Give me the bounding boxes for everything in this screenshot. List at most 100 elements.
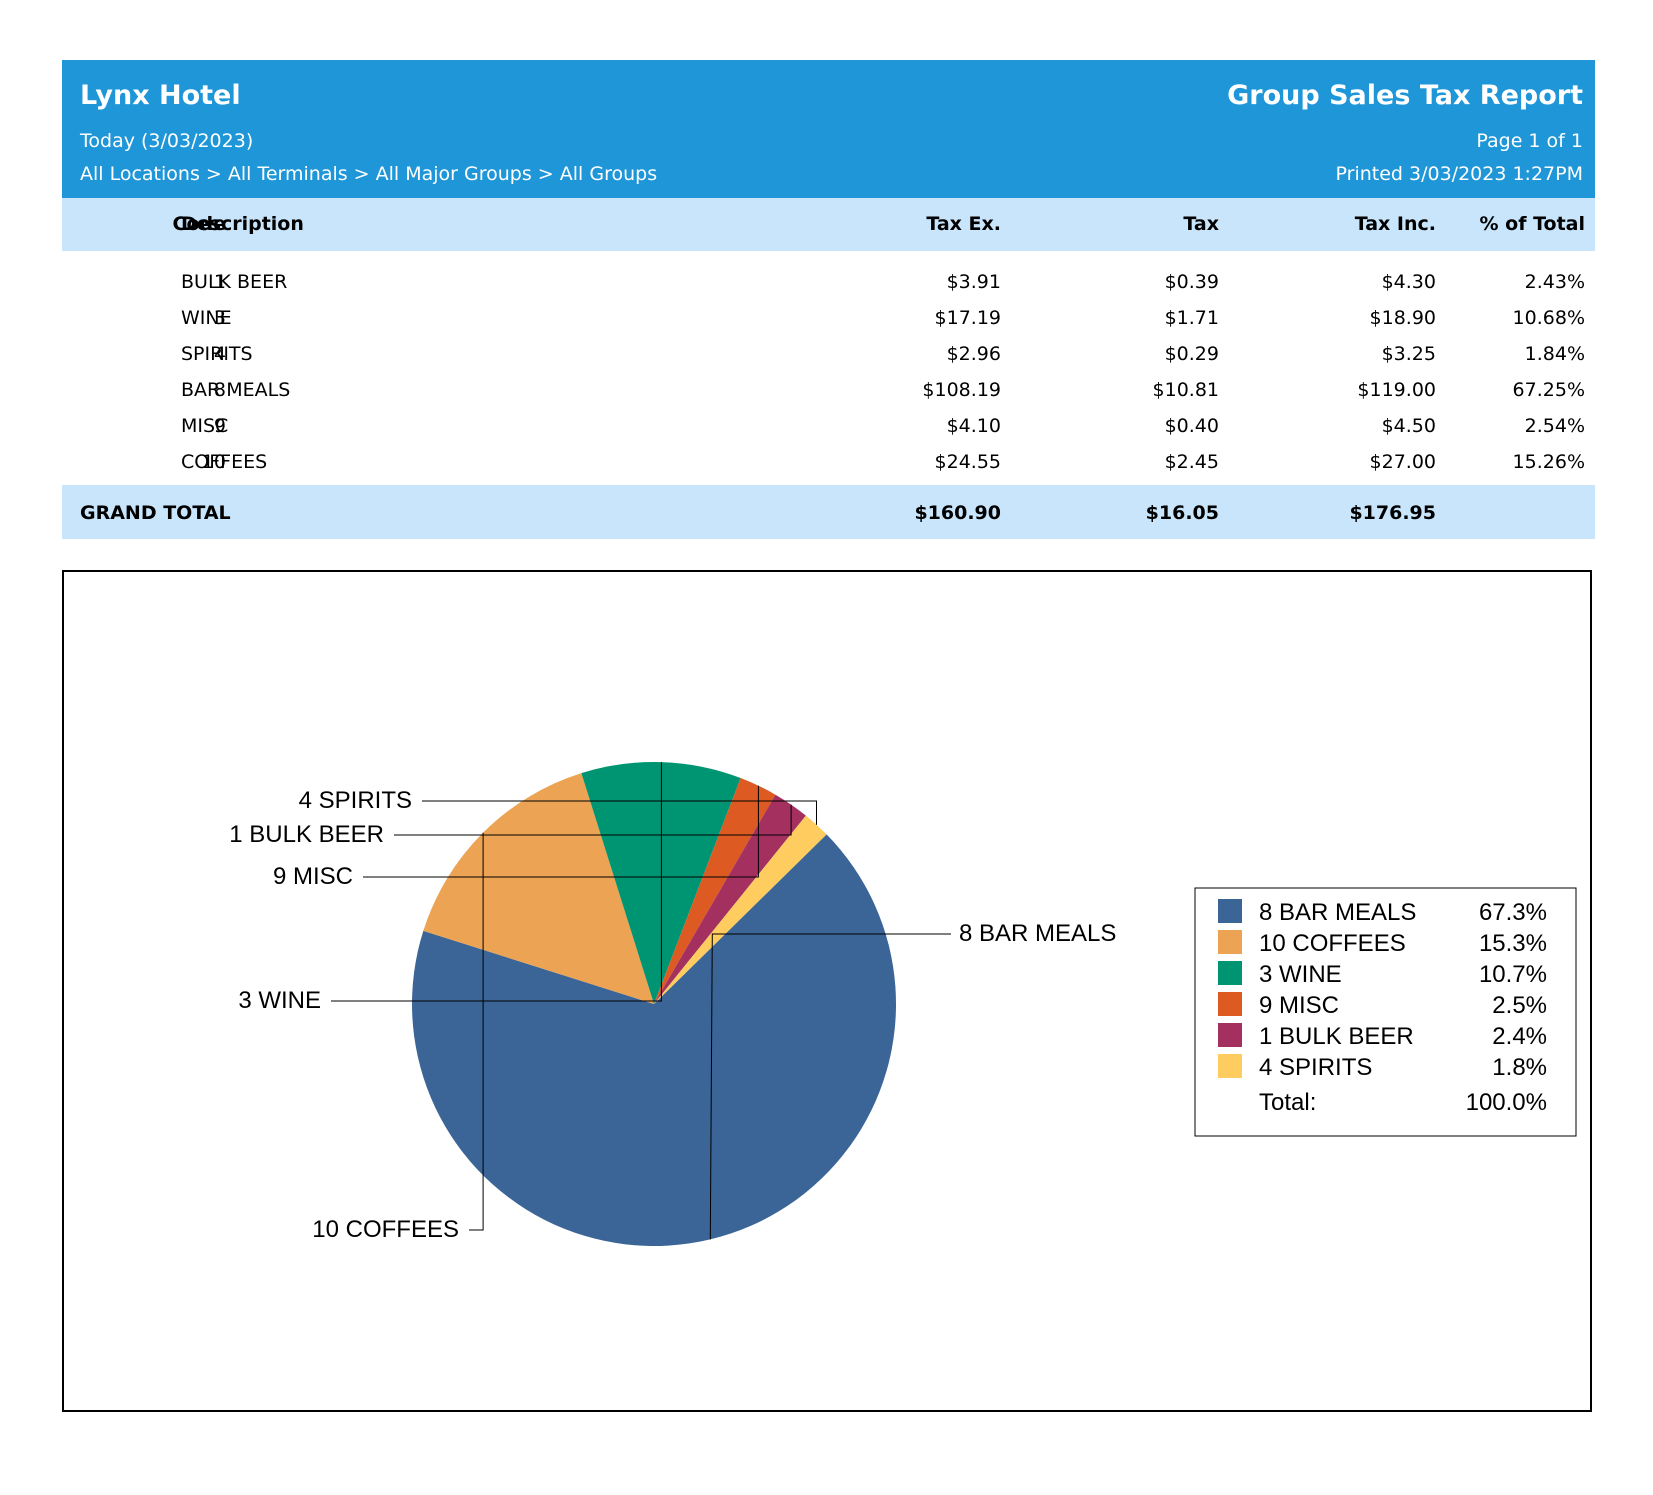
row-tax: $0.39: [1164, 271, 1219, 293]
grand-total-tax: $16.05: [1145, 502, 1219, 524]
printed-timestamp: Printed 3/03/2023 1:27PM: [1335, 163, 1583, 185]
row-tax-ex: $4.10: [946, 415, 1001, 437]
grand-total-row: GRAND TOTAL $160.90 $16.05 $176.95: [62, 485, 1595, 539]
row-tax-inc: $18.90: [1369, 307, 1436, 329]
legend-value-8-bar-meals: 67.3%: [1479, 899, 1547, 926]
row-code: 1: [213, 271, 226, 293]
table-row: 1 BULK BEER $3.91 $0.39 $4.30 2.43%: [62, 265, 1595, 301]
callout-label-8-bar-meals: 8 BAR MEALS: [959, 920, 1116, 947]
column-header-code: Code: [172, 213, 226, 235]
row-tax: $0.29: [1164, 343, 1219, 365]
legend-swatch-10-coffees: [1218, 930, 1242, 954]
column-header-pct-total: % of Total: [1479, 213, 1586, 235]
row-description: WINE: [181, 307, 232, 329]
row-pct-total: 15.26%: [1512, 451, 1585, 473]
row-tax-ex: $3.91: [946, 271, 1001, 293]
table-header: Code Description Tax Ex. Tax Tax Inc. % …: [62, 198, 1595, 251]
pie-slice-8-bar-meals: [412, 834, 897, 1246]
callout-label-10-coffees: 10 COFFEES: [312, 1216, 459, 1243]
row-tax: $2.45: [1164, 451, 1219, 473]
row-code: 10: [201, 451, 226, 473]
row-description: BAR MEALS: [181, 379, 291, 401]
grand-total-tax-ex: $160.90: [914, 502, 1001, 524]
table-row: 10 COFFEES $24.55 $2.45 $27.00 15.26%: [62, 445, 1595, 481]
callout-label-1-bulk-beer: 1 BULK BEER: [229, 821, 384, 848]
column-header-tax-ex: Tax Ex.: [926, 213, 1001, 235]
callout-line-10-coffees: [469, 832, 484, 1231]
legend-value-4-spirits: 1.8%: [1492, 1054, 1547, 1081]
pie-slice-1-bulk-beer: [654, 794, 806, 1004]
legend-label-10-coffees: 10 COFFEES: [1259, 930, 1406, 957]
callout-line-1-bulk-beer: [394, 804, 792, 836]
row-description: SPIRITS: [181, 343, 253, 365]
hotel-name: Lynx Hotel: [80, 80, 241, 111]
legend-value-3-wine: 10.7%: [1479, 961, 1547, 988]
row-tax-inc: $4.50: [1381, 415, 1436, 437]
column-header-tax: Tax: [1183, 213, 1219, 235]
row-tax: $1.71: [1164, 307, 1219, 329]
table-body: 1 BULK BEER $3.91 $0.39 $4.30 2.43% 3 WI…: [62, 265, 1595, 481]
date-range: Today (3/03/2023): [80, 130, 254, 152]
filter-breadcrumb: All Locations > All Terminals > All Majo…: [80, 163, 658, 185]
legend-value-1-bulk-beer: 2.4%: [1492, 1023, 1547, 1050]
row-tax-inc: $27.00: [1369, 451, 1436, 473]
row-pct-total: 10.68%: [1512, 307, 1585, 329]
pie-chart-panel: 8 BAR MEALS 10 COFFEES 3 WINE 9 MISC 1 BULK …: [62, 570, 1592, 1412]
row-code: 4: [213, 343, 226, 365]
row-tax-inc: $119.00: [1357, 379, 1436, 401]
legend-value-9-misc: 2.5%: [1492, 992, 1547, 1019]
legend-box: [1194, 887, 1577, 1137]
legend-total-value: 100.0%: [1466, 1089, 1547, 1116]
row-tax: $10.81: [1152, 379, 1219, 401]
pie-chart: 8 BAR MEALS 10 COFFEES 3 WINE 9 MISC 1 BULK …: [229, 761, 1577, 1246]
callout-label-3-wine: 3 WINE: [238, 987, 321, 1014]
callout-label-9-misc: 9 MISC: [273, 863, 353, 890]
callout-label-4-spirits: 4 SPIRITS: [299, 787, 412, 814]
grand-total-tax-inc: $176.95: [1349, 502, 1436, 524]
legend-value-10-coffees: 15.3%: [1479, 930, 1547, 957]
callout-line-4-spirits: [422, 800, 817, 825]
table-row: 8 BAR MEALS $108.19 $10.81 $119.00 67.25…: [62, 373, 1595, 409]
row-tax-ex: $108.19: [922, 379, 1001, 401]
row-pct-total: 1.84%: [1524, 343, 1585, 365]
legend-label-3-wine: 3 WINE: [1259, 961, 1342, 988]
grand-total-label: GRAND TOTAL: [80, 502, 231, 524]
row-tax-ex: $24.55: [934, 451, 1001, 473]
row-code: 3: [213, 307, 226, 329]
row-code: 9: [213, 415, 226, 437]
legend-swatch-8-bar-meals: [1218, 899, 1242, 923]
row-tax-ex: $2.96: [946, 343, 1001, 365]
row-description: COFFEES: [181, 451, 268, 473]
callout-line-3-wine: [331, 762, 662, 1002]
row-tax-ex: $17.19: [934, 307, 1001, 329]
legend-label-9-misc: 9 MISC: [1259, 992, 1339, 1019]
row-tax-inc: $3.25: [1381, 343, 1436, 365]
row-pct-total: 2.43%: [1524, 271, 1585, 293]
pie-slice-10-coffees: [423, 773, 654, 1004]
row-description: MISC: [181, 415, 229, 437]
row-code: 8: [213, 379, 226, 401]
row-pct-total: 2.54%: [1524, 415, 1585, 437]
report-title: Group Sales Tax Report: [1227, 80, 1583, 111]
row-tax-inc: $4.30: [1381, 271, 1436, 293]
legend-total-label: Total:: [1259, 1089, 1316, 1116]
legend-swatch-1-bulk-beer: [1218, 1023, 1242, 1047]
row-description: BULK BEER: [181, 271, 288, 293]
row-pct-total: 67.25%: [1512, 379, 1585, 401]
callout-line-8-bar-meals: [709, 933, 951, 1240]
legend-swatch-3-wine: [1218, 961, 1242, 985]
page-info: Page 1 of 1: [1476, 130, 1583, 152]
report-header: Lynx Hotel Today (3/03/2023) All Locatio…: [62, 60, 1595, 198]
legend-swatch-9-misc: [1218, 992, 1242, 1016]
table-row: 3 WINE $17.19 $1.71 $18.90 10.68%: [62, 301, 1595, 337]
legend-label-4-spirits: 4 SPIRITS: [1259, 1054, 1372, 1081]
row-tax: $0.40: [1164, 415, 1219, 437]
legend-label-1-bulk-beer: 1 BULK BEER: [1259, 1023, 1414, 1050]
legend-label-8-bar-meals: 8 BAR MEALS: [1259, 899, 1416, 926]
legend-swatch-4-spirits: [1218, 1054, 1242, 1078]
pie-slice-4-spirits: [654, 815, 827, 1004]
callout-line-9-misc: [363, 785, 759, 878]
column-header-description: Description: [181, 213, 304, 235]
column-header-tax-inc: Tax Inc.: [1354, 213, 1436, 235]
table-row: 9 MISC $4.10 $0.40 $4.50 2.54%: [62, 409, 1595, 445]
